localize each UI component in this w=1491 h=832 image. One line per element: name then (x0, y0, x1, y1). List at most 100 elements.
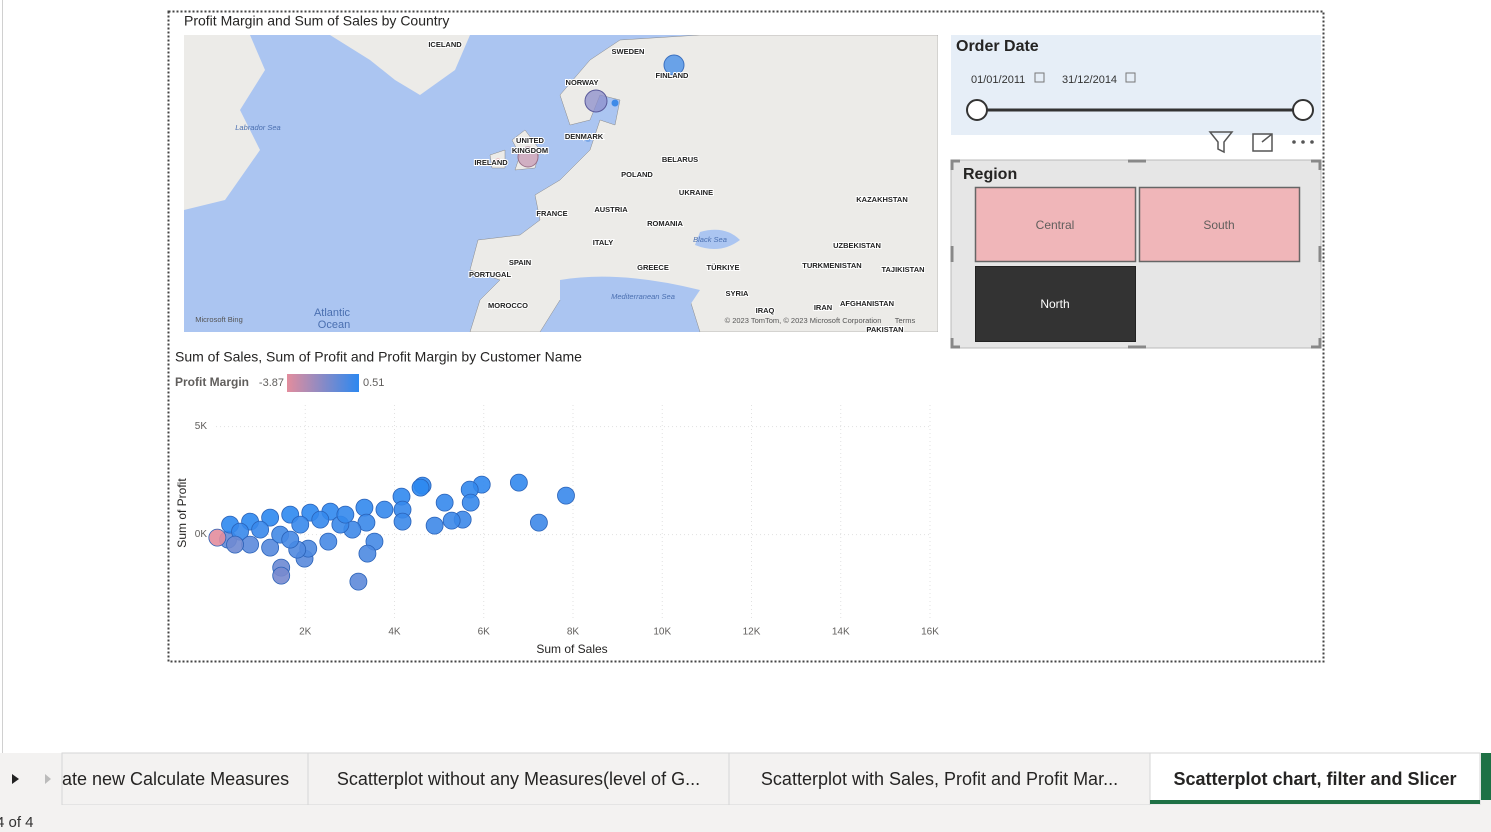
map-label: FINLAND (656, 71, 689, 80)
map-label: IRELAND (474, 158, 508, 167)
legend-max: 0.51 (363, 377, 384, 389)
map-bubble[interactable] (611, 99, 619, 107)
point[interactable] (357, 513, 376, 532)
x-tick-label: 6K (478, 627, 491, 638)
region-label[interactable]: North (1040, 297, 1069, 311)
calendar-icon[interactable] (1034, 72, 1045, 83)
point[interactable] (291, 515, 310, 534)
end-date[interactable]: 31/12/2014 (1062, 74, 1117, 86)
map-bubble[interactable] (584, 89, 608, 113)
point[interactable] (226, 535, 244, 554)
tab[interactable] (728, 752, 1151, 806)
map-label: PORTUGAL (469, 270, 512, 279)
region-label[interactable]: Central (1036, 218, 1075, 232)
map-label: TÜRKIYE (707, 263, 740, 272)
point[interactable] (319, 532, 338, 551)
point[interactable] (442, 511, 461, 530)
filter-icon[interactable] (1208, 131, 1234, 154)
map-bubble[interactable] (663, 54, 685, 76)
start-date[interactable]: 01/01/2011 (971, 74, 1025, 86)
eurasia (469, 35, 938, 332)
map-label: TURKMENISTAN (802, 261, 861, 270)
active-underline (1150, 800, 1480, 804)
y-axis-title: Sum of Profit (175, 478, 189, 548)
plot-area: 2K 4K 6K 8K 10K 12K 14K 16K 0K 5K (195, 405, 939, 638)
map-label: IRAN (814, 303, 832, 312)
map-label: KAZAKHSTAN (856, 195, 908, 204)
point[interactable] (311, 510, 330, 529)
point[interactable] (336, 505, 355, 524)
map-label: ICELAND (428, 40, 462, 49)
map-label: SWEDEN (612, 47, 645, 56)
x-tick-label: 8K (567, 627, 580, 638)
point[interactable] (349, 572, 368, 591)
range-handle[interactable] (966, 99, 988, 121)
map-label: Microsoft Bing (195, 315, 243, 324)
point[interactable] (272, 566, 291, 585)
prev-page[interactable] (12, 774, 19, 784)
tab-label[interactable]: ate new Calculate Measures (62, 769, 289, 789)
map[interactable]: ICELAND SWEDEN FINLAND NORWAY Labrador Sea UN… (184, 35, 938, 334)
legend-gradient (287, 374, 359, 392)
map-label: © 2023 TomTom, © 2023 Microsoft Corporat… (725, 316, 882, 325)
region-button[interactable] (1138, 186, 1301, 263)
point[interactable] (393, 512, 412, 531)
slicer-title: Region (963, 166, 1017, 183)
selection-frame (167, 10, 1325, 663)
legend-min: -3.87 (259, 377, 284, 389)
point[interactable] (355, 498, 374, 517)
x-tick-label: 4K (388, 627, 401, 638)
map-label: UZBEKISTAN (833, 241, 881, 250)
tab[interactable] (307, 752, 730, 806)
slicer-title: Order Date (956, 38, 1039, 55)
point[interactable] (251, 520, 270, 539)
tab-label[interactable]: Scatterplot chart, filter and Slicer (1173, 769, 1456, 789)
more-options[interactable] (1292, 140, 1314, 144)
point[interactable] (530, 513, 548, 532)
region-label[interactable]: South (1203, 218, 1234, 232)
point[interactable] (557, 486, 575, 505)
point[interactable] (411, 478, 430, 497)
point[interactable] (261, 538, 280, 557)
focus-icon[interactable] (1252, 133, 1273, 152)
tab[interactable] (61, 752, 309, 806)
tab-active[interactable] (1149, 752, 1481, 806)
region-button-selected[interactable] (975, 266, 1136, 342)
y-tick-label: 5K (195, 421, 208, 432)
map-label: BELARUS (662, 155, 698, 164)
tab-label[interactable]: Scatterplot without any Measures(level o… (337, 769, 700, 789)
calendar-icon[interactable] (1125, 72, 1136, 83)
tab-label[interactable]: Scatterplot with Sales, Profit and Profi… (761, 769, 1118, 789)
map-label: UNITED (516, 136, 545, 145)
map-label: DENMARK (565, 132, 604, 141)
map-label: AFGHANISTAN (840, 299, 894, 308)
x-tick-label: 16K (921, 627, 939, 638)
point[interactable] (461, 493, 480, 512)
map-labels: ICELAND SWEDEN FINLAND NORWAY Labrador Sea UN… (195, 39, 925, 332)
point[interactable] (425, 516, 444, 535)
legend-title: Profit Margin (175, 375, 249, 389)
next-page[interactable] (45, 774, 51, 784)
point[interactable] (261, 508, 280, 527)
point[interactable] (281, 530, 300, 549)
range-handle[interactable] (1292, 99, 1314, 121)
map-label: Terms (895, 316, 916, 325)
point[interactable] (358, 544, 377, 563)
point[interactable] (241, 535, 259, 554)
map-label: ITALY (593, 238, 613, 247)
map-label: IRAQ (756, 306, 775, 315)
point[interactable] (509, 473, 528, 492)
point[interactable] (375, 500, 394, 519)
map-label: AUSTRIA (594, 205, 628, 214)
map-bubble[interactable] (517, 146, 539, 168)
map-label: SYRIA (726, 289, 750, 298)
map-bubble[interactable] (585, 136, 591, 142)
map-bubble[interactable] (494, 158, 502, 166)
point[interactable] (208, 528, 227, 547)
map-label: GREECE (637, 263, 669, 272)
y-tick-label: 0K (195, 529, 208, 540)
region-button[interactable] (974, 186, 1137, 263)
point[interactable] (435, 493, 454, 512)
resize-handles[interactable] (950, 159, 1322, 349)
